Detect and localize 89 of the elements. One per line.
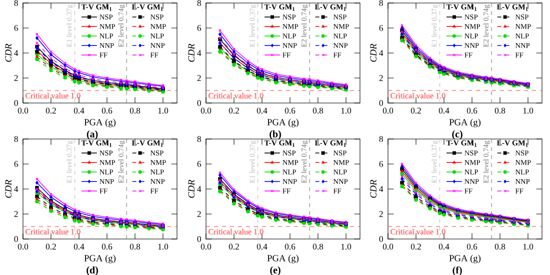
x-axis-title: PGA (g) — [84, 254, 116, 264]
y-axis-title: CDR — [188, 44, 194, 62]
x-tick-label: 0.8 — [130, 108, 140, 114]
x-tick-label: 1.0 — [341, 244, 352, 250]
x-tick-label: 0.2 — [228, 108, 239, 114]
y-tick-label: 4 — [379, 50, 384, 56]
y-tick-label: 4 — [379, 186, 384, 192]
y-tick-label: 2 — [379, 75, 383, 81]
ref-line-label: Critical value 1.0 — [26, 92, 80, 98]
x-tick-label: 0.0 — [382, 244, 394, 250]
ref-line-label: Critical value 1.0 — [208, 228, 264, 234]
y-tick-label: 8 — [14, 0, 18, 6]
y-tick-label: 4 — [14, 50, 18, 56]
x-axis-title: PGA (g) — [267, 254, 299, 264]
x-tick-label: 0.8 — [494, 108, 506, 114]
y-tick-label: 4 — [197, 186, 202, 192]
y-tick-label: 6 — [379, 161, 384, 167]
y-tick-label: 4 — [14, 186, 18, 192]
x-tick-label: 0.2 — [410, 244, 421, 250]
y-tick-label: 6 — [197, 161, 202, 167]
y-tick-label: 8 — [14, 136, 18, 142]
ref-line-label: Critical value 1.0 — [390, 92, 446, 98]
x-tick-label: 0.0 — [18, 108, 28, 114]
x-tick-label: 0.2 — [46, 244, 56, 250]
x-tick-label: 0.2 — [46, 108, 56, 114]
x-tick-label: 1.0 — [158, 108, 168, 114]
ref-line-label: Critical value 1.0 — [26, 228, 80, 234]
annotation: (b) — [270, 130, 281, 140]
y-tick-label: 8 — [379, 136, 383, 142]
y-tick-label: 6 — [14, 25, 18, 31]
x-tick-label: 1.0 — [523, 108, 534, 114]
x-tick-label: 0.6 — [284, 244, 296, 250]
y-tick-label: 8 — [379, 0, 383, 6]
x-tick-label: 0.8 — [130, 244, 140, 250]
y-tick-label: 8 — [197, 0, 201, 6]
x-tick-label: 0.0 — [200, 108, 212, 114]
y-axis-title: CDR — [188, 180, 194, 198]
x-tick-label: 0.6 — [102, 244, 112, 250]
y-tick-label: 0 — [379, 236, 383, 242]
x-tick-label: 0.8 — [312, 108, 324, 114]
y-axis-title: CDR — [370, 44, 376, 62]
ref-line-label: Critical value 1.0 — [208, 92, 264, 98]
y-tick-label: 2 — [197, 211, 201, 217]
y-tick-label: 4 — [197, 50, 202, 56]
x-tick-label: 1.0 — [158, 244, 168, 250]
y-tick-label: 2 — [14, 75, 18, 81]
y-tick-label: 0 — [197, 236, 201, 242]
y-tick-label: 6 — [379, 25, 384, 31]
x-axis-title: PGA (g) — [449, 254, 481, 264]
x-tick-label: 0.6 — [466, 108, 478, 114]
x-tick-label: 1.0 — [341, 108, 352, 114]
y-tick-label: 2 — [14, 211, 18, 217]
y-tick-label: 6 — [197, 25, 202, 31]
x-axis-title: PGA (g) — [449, 118, 481, 128]
x-tick-label: 0.4 — [74, 108, 84, 114]
y-tick-label: 0 — [14, 100, 18, 106]
annotation: (a) — [86, 130, 98, 140]
x-tick-label: 0.6 — [466, 244, 478, 250]
y-axis-title: CDR — [5, 44, 12, 62]
x-tick-label: 0.0 — [18, 244, 28, 250]
y-tick-label: 0 — [14, 236, 18, 242]
x-tick-label: 0.0 — [200, 244, 212, 250]
x-tick-label: 0.0 — [382, 108, 394, 114]
x-tick-label: 0.8 — [312, 244, 324, 250]
y-tick-label: 2 — [379, 211, 383, 217]
y-tick-label: 8 — [197, 136, 201, 142]
x-tick-label: 0.4 — [438, 244, 450, 250]
x-tick-label: 0.8 — [494, 244, 506, 250]
text: (d) — [86, 266, 98, 275]
x-axis-title: PGA (g) — [84, 118, 116, 128]
y-tick-label: 0 — [379, 100, 383, 106]
x-tick-label: 0.4 — [74, 244, 84, 250]
annotation: (c) — [452, 130, 462, 140]
x-axis-title: PGA (g) — [267, 118, 299, 128]
x-tick-label: 0.2 — [228, 244, 239, 250]
x-tick-label: 0.4 — [256, 244, 268, 250]
x-tick-label: 0.2 — [410, 108, 421, 114]
y-tick-label: 6 — [14, 161, 18, 167]
x-tick-label: 0.4 — [256, 108, 268, 114]
y-axis-title: CDR — [370, 180, 376, 198]
y-axis-title: CDR — [5, 180, 12, 198]
y-tick-label: 0 — [197, 100, 201, 106]
x-tick-label: 0.4 — [438, 108, 450, 114]
x-tick-label: 1.0 — [523, 244, 534, 250]
text: (e) — [270, 266, 280, 275]
x-tick-label: 0.6 — [102, 108, 112, 114]
y-tick-label: 2 — [197, 75, 201, 81]
ref-line-label: Critical value 1.0 — [390, 228, 446, 234]
x-tick-label: 0.6 — [284, 108, 296, 114]
